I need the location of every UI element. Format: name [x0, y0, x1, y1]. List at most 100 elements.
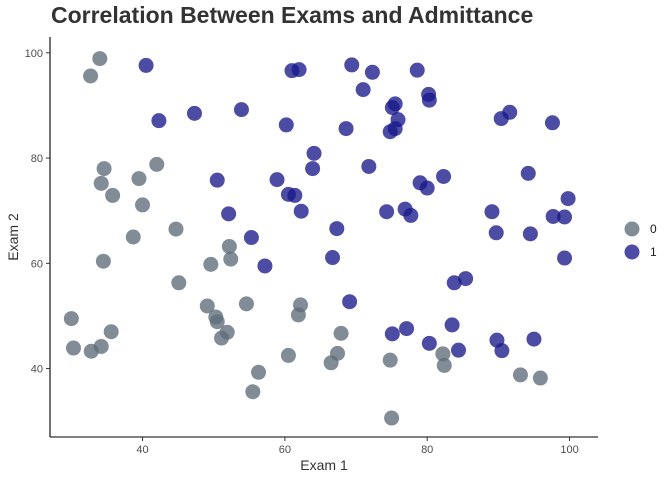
data-point-class-1 — [522, 226, 538, 242]
data-point-class-1 — [382, 124, 398, 140]
data-point-class-1 — [403, 207, 419, 223]
data-point-class-1 — [560, 191, 576, 207]
data-point-class-1 — [421, 335, 437, 351]
data-point-class-1 — [421, 92, 437, 108]
data-point-class-1 — [384, 326, 400, 342]
data-point-class-0 — [384, 410, 400, 426]
data-point-class-1 — [209, 172, 225, 188]
data-point-class-1 — [484, 204, 500, 220]
data-point-class-1 — [436, 168, 452, 184]
data-point-class-0 — [168, 221, 184, 237]
data-point-class-0 — [382, 352, 398, 368]
legend-label-1: 1 — [650, 245, 657, 259]
x-tick-label: 100 — [560, 444, 578, 456]
data-point-class-1 — [458, 271, 474, 287]
data-point-class-1 — [355, 82, 371, 98]
data-point-class-1 — [278, 117, 294, 133]
data-point-class-1 — [444, 317, 460, 333]
data-point-class-1 — [364, 64, 380, 80]
data-point-class-1 — [520, 165, 536, 181]
data-point-class-1 — [257, 258, 273, 274]
data-point-class-0 — [223, 251, 239, 267]
legend-label-0: 0 — [650, 222, 657, 236]
data-point-class-1 — [151, 113, 167, 129]
x-tick-label: 40 — [136, 444, 148, 456]
data-point-class-0 — [93, 338, 109, 354]
data-point-class-1 — [305, 161, 321, 177]
data-point-class-0 — [209, 314, 225, 330]
data-point-class-1 — [306, 145, 322, 161]
data-point-class-1 — [446, 275, 462, 291]
data-point-class-0 — [63, 311, 79, 327]
x-tick-label: 60 — [279, 444, 291, 456]
data-point-class-1 — [233, 102, 249, 118]
data-point-class-1 — [557, 250, 573, 266]
y-tick-label: 60 — [31, 258, 43, 270]
x-axis-title: Exam 1 — [300, 457, 348, 473]
data-point-class-1 — [526, 331, 542, 347]
data-point-class-1 — [138, 57, 154, 73]
data-point-class-0 — [65, 340, 81, 356]
data-point-class-1 — [399, 321, 415, 337]
data-point-class-1 — [325, 250, 341, 266]
data-point-class-0 — [199, 298, 215, 314]
data-point-class-0 — [251, 364, 267, 380]
data-point-class-0 — [435, 346, 451, 362]
data-point-class-1 — [287, 187, 303, 203]
data-point-class-0 — [125, 229, 141, 245]
data-point-class-1 — [361, 158, 377, 174]
chart-title: Correlation Between Exams and Admittance — [51, 2, 534, 28]
data-point-class-1 — [269, 172, 285, 188]
data-point-class-1 — [329, 221, 345, 237]
y-axis-title: Exam 2 — [5, 213, 21, 261]
data-point-class-0 — [238, 296, 254, 312]
data-point-class-1 — [409, 62, 425, 78]
data-point-class-0 — [83, 68, 99, 84]
axes — [49, 37, 598, 438]
data-point-class-0 — [135, 197, 151, 213]
data-point-class-0 — [214, 330, 230, 346]
data-point-class-1 — [545, 208, 561, 224]
data-point-class-0 — [221, 238, 237, 254]
data-point-class-0 — [290, 307, 306, 323]
data-point-class-0 — [532, 370, 548, 386]
data-point-class-1 — [291, 62, 307, 78]
data-point-class-0 — [323, 355, 339, 371]
data-point-class-1 — [419, 180, 435, 196]
data-point-class-0 — [131, 171, 147, 187]
data-point-class-0 — [103, 324, 119, 340]
data-point-class-1 — [557, 209, 573, 225]
data-point-class-0 — [436, 357, 452, 373]
data-point-class-1 — [293, 203, 309, 219]
data-point-class-1 — [387, 96, 403, 112]
data-point-class-0 — [93, 175, 109, 191]
data-point-class-1 — [221, 206, 237, 222]
data-point-class-0 — [203, 256, 219, 272]
data-point-class-1 — [494, 343, 510, 359]
data-point-class-1 — [379, 204, 395, 220]
legend: 01 — [624, 221, 657, 260]
data-point-class-0 — [333, 325, 349, 341]
data-point-class-1 — [544, 115, 560, 131]
data-point-class-1 — [344, 57, 360, 73]
data-point-class-1 — [342, 294, 358, 310]
data-point-class-0 — [92, 51, 108, 67]
legend-key-1 — [624, 244, 640, 260]
x-tick-label: 80 — [421, 444, 433, 456]
data-point-class-1 — [451, 342, 467, 358]
data-point-class-1 — [338, 121, 354, 137]
data-point-class-0 — [245, 384, 261, 400]
data-points — [63, 51, 576, 426]
data-point-class-1 — [502, 104, 518, 120]
y-tick-label: 80 — [31, 153, 43, 165]
data-point-class-1 — [243, 230, 259, 246]
legend-key-0 — [624, 221, 640, 237]
data-point-class-0 — [280, 347, 296, 363]
data-point-class-1 — [186, 105, 202, 121]
data-point-class-0 — [105, 187, 121, 203]
y-tick-label: 40 — [31, 364, 43, 376]
data-point-class-0 — [171, 275, 187, 291]
data-point-class-0 — [95, 253, 111, 269]
data-point-class-0 — [96, 161, 112, 177]
